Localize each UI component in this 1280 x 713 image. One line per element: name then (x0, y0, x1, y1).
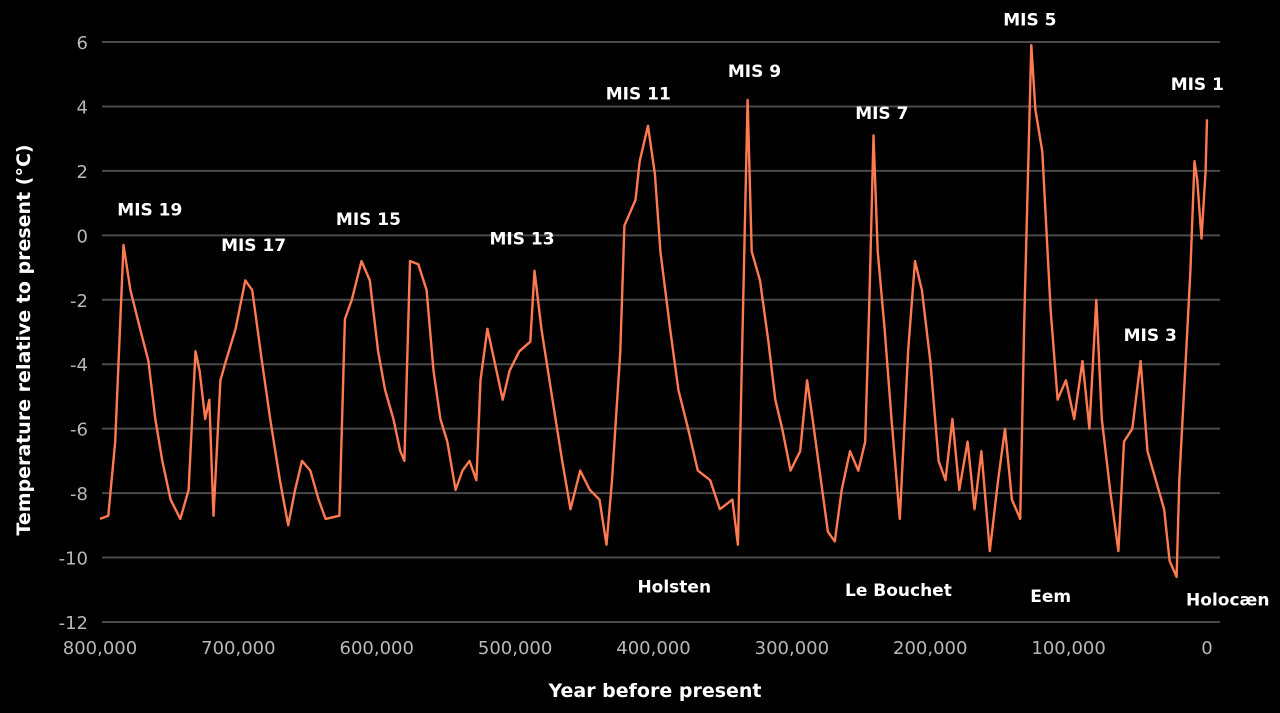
y-tick-label: -6 (70, 420, 88, 441)
y-axis-title: Temperature relative to present (°C) (13, 144, 35, 535)
y-tick-label: -2 (70, 291, 88, 312)
x-tick-label: 700,000 (201, 638, 275, 659)
annotation-label: Holsten (637, 578, 711, 598)
y-tick-label: -8 (70, 484, 88, 505)
x-tick-label: 0 (1201, 638, 1212, 659)
y-tick-label: -12 (59, 613, 88, 634)
y-tick-label: -4 (70, 355, 88, 376)
annotation-label: MIS 9 (728, 62, 781, 82)
x-tick-label: 200,000 (893, 638, 967, 659)
annotations: MIS 19 MIS 17 MIS 15 MIS 13 MIS 11 MIS 9 MIS 7… (117, 10, 1269, 610)
x-tick-label: 600,000 (340, 638, 414, 659)
annotation-label: MIS 13 (490, 230, 555, 250)
y-axis-ticks: 6 4 2 0 -2 -4 -6 -8 -10 -12 (59, 33, 88, 634)
annotation-label: MIS 3 (1124, 326, 1177, 346)
x-tick-label: 800,000 (63, 638, 137, 659)
y-tick-label: 6 (77, 33, 88, 54)
x-axis-ticks: 800,000 700,000 600,000 500,000 400,000 300,0… (63, 638, 1213, 659)
gridlines (102, 41, 1220, 623)
x-axis-title: Year before present (547, 680, 761, 702)
x-tick-label: 100,000 (1031, 638, 1105, 659)
annotation-label: MIS 11 (606, 85, 671, 105)
annotation-label: Eem (1030, 587, 1071, 607)
x-tick-label: 500,000 (478, 638, 552, 659)
annotation-label: MIS 15 (336, 210, 401, 230)
temperature-series-line (99, 44, 1209, 579)
annotation-label: Holocæn (1186, 590, 1269, 610)
annotation-label: MIS 1 (1171, 75, 1224, 95)
annotation-label: Le Bouchet (845, 581, 952, 601)
y-tick-label: 4 (77, 97, 88, 118)
annotation-label: MIS 19 (117, 201, 182, 221)
y-tick-label: -10 (59, 549, 88, 570)
annotation-label: MIS 17 (221, 236, 286, 256)
annotation-label: MIS 7 (855, 104, 908, 124)
y-tick-label: 0 (77, 226, 88, 247)
x-tick-label: 400,000 (616, 638, 690, 659)
annotation-label: MIS 5 (1003, 10, 1056, 30)
x-tick-label: 300,000 (755, 638, 829, 659)
y-tick-label: 2 (77, 162, 88, 183)
